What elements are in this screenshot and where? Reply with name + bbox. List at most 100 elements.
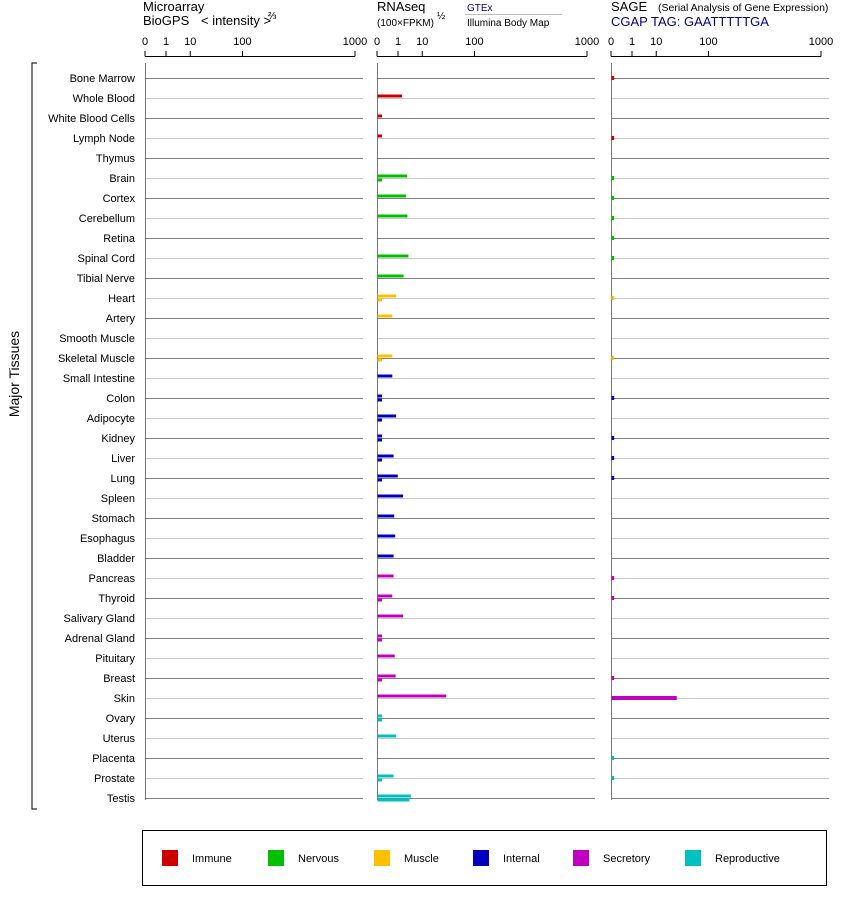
- bar-rnaseq-s0: [377, 694, 447, 698]
- tick-label: 10: [184, 36, 196, 48]
- tissue-label: Tibial Nerve: [77, 273, 135, 285]
- series-label-illumina: Illumina Body Map: [467, 18, 550, 29]
- tissue-label: Colon: [106, 393, 135, 405]
- group-label: Major Tissues: [6, 331, 22, 417]
- panel-subtitle: < intensity >: [201, 13, 271, 28]
- legend-swatch-internal: [473, 850, 489, 866]
- bar-rnaseq-s1: [377, 438, 383, 442]
- bar-sage: [611, 236, 615, 240]
- group-bracket: [31, 62, 37, 810]
- bar-sage: [611, 596, 615, 600]
- bar-rnaseq-s0: [377, 674, 396, 678]
- panel-title: SAGE: [611, 0, 647, 14]
- bar-rnaseq-s0: [377, 634, 383, 638]
- bar-rnaseq-s0: [377, 514, 395, 518]
- bar-rnaseq-s0: [377, 94, 403, 98]
- legend-label-immune: Immune: [192, 853, 232, 865]
- tick-label: 100: [465, 36, 483, 48]
- tissue-label: Adrenal Gland: [65, 633, 135, 645]
- tissue-label: Retina: [103, 233, 136, 245]
- tissue-label: Smooth Muscle: [59, 333, 135, 345]
- tissue-label: Spleen: [101, 493, 135, 505]
- bar-sage: [611, 436, 615, 440]
- bar-rnaseq-s0: [377, 654, 395, 658]
- tissue-label: Skin: [114, 693, 135, 705]
- tissue-label: Artery: [106, 313, 136, 325]
- bar-rnaseq-s0: [377, 734, 397, 738]
- legend-swatch-reproductive: [685, 850, 701, 866]
- bar-rnaseq-s0: [377, 134, 383, 138]
- tissue-label: Whole Blood: [73, 93, 135, 105]
- bar-sage: [611, 456, 615, 460]
- series-label-gtex: GTEx: [467, 3, 493, 14]
- tissue-label: Adipocyte: [87, 413, 135, 425]
- bar-rnaseq-s0: [377, 794, 411, 798]
- bar-rnaseq-s0: [377, 714, 383, 718]
- bar-rnaseq-s1: [377, 598, 383, 602]
- bar-rnaseq-s1: [377, 178, 383, 182]
- tissue-label: Bone Marrow: [70, 73, 135, 85]
- legend-swatch-nervous: [268, 850, 284, 866]
- bar-rnaseq-s1: [377, 798, 410, 802]
- bar-rnaseq-s0: [377, 214, 408, 218]
- tick-label: 10: [416, 36, 428, 48]
- bar-sage: [611, 476, 615, 480]
- panel-title: RNAseq: [377, 0, 425, 14]
- legend-swatch-secretory: [573, 850, 589, 866]
- tissue-label: Small Intestine: [63, 373, 135, 385]
- legend-label-reproductive: Reproductive: [715, 853, 780, 865]
- bar-rnaseq-s1: [377, 298, 383, 302]
- tissue-label: Testis: [107, 793, 136, 805]
- legend-label-internal: Internal: [503, 853, 540, 865]
- tick-label: 1: [629, 36, 635, 48]
- tissue-labels: Bone Marrow Whole Blood White Blood Cells L…: [48, 73, 136, 805]
- tissue-label: Kidney: [101, 433, 135, 445]
- bar-sage: [611, 356, 615, 360]
- tick-label: 1000: [575, 36, 599, 48]
- bar-rnaseq-s0: [377, 554, 394, 558]
- panel-exponent: ½: [437, 11, 446, 22]
- tissue-label: Lymph Node: [73, 133, 135, 145]
- tissue-label: White Blood Cells: [48, 113, 135, 125]
- tick-label: 0: [374, 36, 380, 48]
- tissue-label: Heart: [108, 293, 135, 305]
- tissue-label: Liver: [111, 453, 135, 465]
- tissue-label: Pituitary: [95, 653, 135, 665]
- bar-rnaseq-s0: [377, 394, 383, 398]
- tick-label: 1000: [809, 36, 833, 48]
- panel-title-line2: BioGPS: [143, 13, 190, 28]
- bar-sage: [611, 576, 615, 580]
- bar-sage: [611, 196, 615, 200]
- tick-label: 0: [608, 36, 614, 48]
- bar-rnaseq-s1: [377, 458, 383, 462]
- bar-rnaseq-s0: [377, 194, 407, 198]
- tick-label: 1000: [343, 36, 367, 48]
- bar-rnaseq-s0: [377, 454, 394, 458]
- tissue-label: Stomach: [92, 513, 135, 525]
- tissue-label: Esophagus: [80, 533, 136, 545]
- bar-rnaseq-s0: [377, 254, 409, 258]
- bar-rnaseq-s0: [377, 374, 393, 378]
- tissue-label: Placenta: [92, 753, 136, 765]
- tick-label: 1: [395, 36, 401, 48]
- tick-label: 100: [233, 36, 251, 48]
- bar-rnaseq-s1: [377, 418, 383, 422]
- bar-rnaseq-s0: [377, 614, 404, 618]
- bar-sage: [611, 676, 615, 680]
- tick-label: 10: [650, 36, 662, 48]
- bar-rnaseq-s0: [377, 594, 393, 598]
- bar-rnaseq-s0: [377, 354, 393, 358]
- panel-title: Microarray: [143, 0, 205, 14]
- bar-rnaseq-s0: [377, 294, 397, 298]
- tissue-label: Ovary: [106, 713, 136, 725]
- tissue-label: Brain: [109, 173, 135, 185]
- legend-swatch-immune: [162, 850, 178, 866]
- bar-sage: [611, 776, 615, 780]
- bar-rnaseq-s0: [377, 174, 408, 178]
- bar-rnaseq-s0: [377, 534, 396, 538]
- panel-subtitle: (100×FPKM): [377, 18, 434, 29]
- tissue-label: Lung: [111, 473, 135, 485]
- bar-rnaseq-s0: [377, 414, 397, 418]
